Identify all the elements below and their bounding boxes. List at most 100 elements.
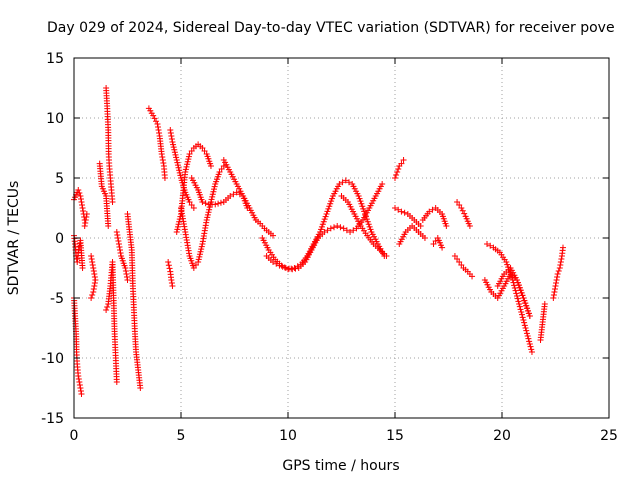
data-point: [324, 227, 331, 234]
data-point: [158, 151, 165, 157]
data-point: [211, 186, 218, 193]
data-point: [166, 265, 173, 272]
data-point: [523, 330, 530, 337]
data-point: [276, 262, 283, 269]
data-point: [167, 130, 174, 136]
data-point: [443, 223, 450, 229]
data-point: [168, 277, 175, 283]
data-point: [334, 223, 341, 229]
data-point: [196, 253, 203, 260]
data-point: [336, 181, 343, 187]
data-point: [392, 175, 398, 181]
data-point: [220, 163, 227, 169]
data-point: [206, 206, 213, 213]
series-arc-22: [392, 157, 407, 181]
data-point: [345, 179, 352, 186]
data-point: [117, 247, 124, 253]
data-point: [204, 211, 211, 218]
data-point: [77, 385, 84, 391]
data-point: [171, 149, 178, 156]
data-point: [82, 217, 89, 223]
data-point: [215, 200, 222, 207]
data-point: [78, 391, 85, 397]
data-point: [161, 175, 168, 181]
data-point: [323, 211, 330, 217]
data-point: [154, 121, 161, 127]
data-point: [77, 193, 84, 199]
data-point: [383, 253, 390, 259]
data-point: [286, 265, 293, 272]
data-point: [421, 235, 428, 241]
data-point: [513, 290, 520, 297]
data-point: [459, 207, 466, 214]
data-point: [395, 206, 402, 213]
data-point: [165, 262, 172, 269]
y-axis-label: SDTVAR / TECUs: [6, 181, 22, 296]
data-point: [366, 223, 373, 230]
series-arc-06: [96, 160, 112, 229]
series-arc-23: [392, 205, 424, 229]
data-point: [89, 259, 96, 265]
data-point: [195, 259, 202, 265]
data-point: [513, 277, 520, 283]
data-point: [439, 244, 446, 251]
data-point: [75, 376, 82, 382]
data-point: [525, 310, 532, 317]
data-point: [198, 243, 205, 250]
data-point: [469, 273, 476, 280]
data-point: [318, 223, 325, 230]
data-point: [556, 265, 563, 271]
data-point: [504, 261, 511, 268]
data-point: [557, 262, 564, 268]
series-arc-14: [173, 141, 214, 235]
data-point: [528, 349, 535, 355]
data-point: [185, 153, 192, 160]
data-point: [92, 277, 99, 283]
data-point: [124, 277, 131, 283]
data-point: [203, 217, 210, 223]
data-point: [521, 319, 528, 326]
data-point: [160, 160, 167, 166]
data-point: [521, 297, 528, 304]
data-point: [342, 177, 349, 184]
series-arc-10: [124, 211, 144, 391]
data-point: [196, 251, 203, 258]
data-point: [173, 154, 180, 161]
data-point: [198, 246, 205, 253]
data-point: [89, 292, 96, 298]
data-point: [91, 274, 98, 280]
series-arc-24: [396, 223, 428, 247]
data-point: [325, 205, 332, 212]
data-point: [512, 287, 519, 294]
data-point: [554, 274, 561, 280]
axis-ticks: 0 5 10 15 20 25 -15 -10 -5 0 5 10 15: [41, 51, 618, 444]
y-tick-label: 5: [55, 171, 64, 187]
data-point: [515, 298, 522, 305]
series-arc-33: [550, 244, 566, 301]
data-point: [184, 158, 191, 165]
data-point: [202, 200, 209, 207]
series-arc-21: [338, 193, 390, 259]
data-point: [337, 224, 344, 231]
data-point: [173, 229, 180, 235]
data-point: [150, 112, 157, 119]
data-point: [329, 195, 336, 202]
data-point: [400, 157, 407, 163]
data-point: [461, 210, 468, 217]
data-point: [361, 208, 368, 215]
series-arc-15: [178, 163, 227, 271]
series-arc-32: [537, 301, 548, 343]
data-point: [190, 205, 197, 211]
series-arc-30: [484, 241, 535, 355]
data-point: [172, 151, 179, 158]
data-point: [170, 144, 177, 151]
series-arc-27: [451, 253, 476, 280]
data-point: [116, 244, 123, 250]
data-point: [154, 124, 161, 130]
data-point: [89, 262, 96, 268]
data-point: [282, 265, 289, 271]
data-point: [168, 280, 175, 286]
data-point: [526, 313, 533, 319]
series-arc-13: [167, 127, 197, 211]
data-point: [177, 172, 184, 179]
